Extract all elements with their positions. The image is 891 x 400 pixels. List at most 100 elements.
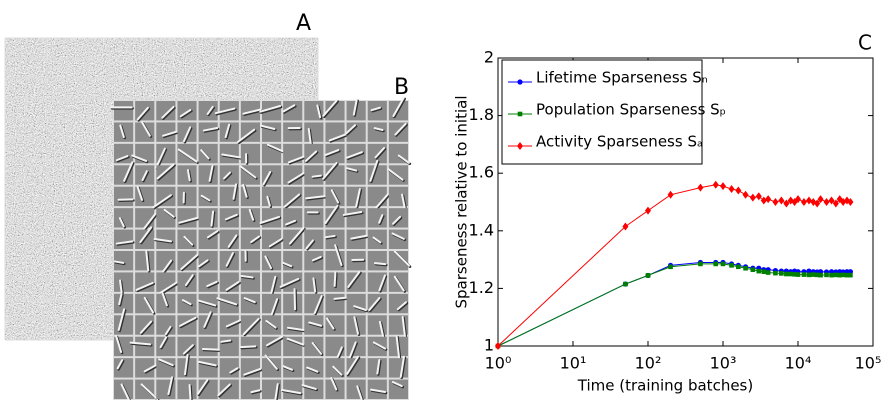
- data-point: [517, 79, 522, 84]
- panel-label: B: [394, 75, 409, 100]
- data-point: [802, 272, 807, 277]
- x-tick-label: 10¹: [560, 354, 587, 373]
- filter-cell: [368, 337, 387, 356]
- panel-b: [111, 98, 410, 400]
- data-point: [743, 266, 748, 271]
- data-point: [773, 271, 778, 276]
- data-point: [713, 181, 719, 189]
- data-point: [829, 273, 834, 278]
- y-axis-label: Sparseness relative to initial: [453, 95, 471, 308]
- legend-label: Activity Sparseness Sₐ: [536, 133, 703, 151]
- data-point: [772, 198, 778, 206]
- filter-cell: [199, 208, 218, 227]
- filter-cell: [241, 144, 260, 163]
- filter-cell: [135, 380, 154, 399]
- data-point: [756, 192, 762, 200]
- filter-edge: [313, 176, 321, 177]
- filter-cell: [114, 230, 133, 249]
- legend-label: Population Sparseness Sₚ: [536, 101, 726, 119]
- filter-cell: [199, 144, 218, 163]
- page: A B C11.21.41.61.8210⁰10¹10²10³10⁴10⁵Tim…: [0, 0, 891, 400]
- y-tick-label: 1.4: [469, 220, 494, 239]
- filter-cell: [241, 380, 260, 399]
- data-point: [495, 342, 501, 350]
- filter-cell: [283, 315, 302, 334]
- data-point: [807, 273, 812, 278]
- filter-cell: [177, 165, 196, 184]
- panel-label: C: [858, 31, 872, 55]
- data-point: [751, 267, 756, 272]
- data-point: [736, 265, 741, 270]
- filter-cell: [283, 380, 302, 399]
- data-point: [645, 207, 651, 215]
- figure: A B C11.21.41.61.8210⁰10¹10²10³10⁴10⁵Tim…: [0, 0, 891, 400]
- data-point: [750, 194, 756, 202]
- filter-cell: [199, 337, 218, 356]
- data-point: [784, 272, 789, 277]
- filter-edge: [190, 385, 191, 399]
- data-point: [848, 273, 853, 278]
- filter-cell: [347, 380, 366, 399]
- data-point: [729, 185, 735, 193]
- filter-cell: [368, 208, 387, 227]
- filter-cell: [199, 358, 218, 377]
- filter-cell: [177, 187, 196, 206]
- y-tick-label: 1.6: [469, 163, 494, 182]
- y-tick-label: 1: [484, 336, 494, 355]
- data-point: [668, 265, 673, 270]
- data-point: [796, 272, 801, 277]
- filter-cell: [304, 208, 323, 227]
- filter-cell: [114, 251, 133, 270]
- data-point: [801, 198, 807, 206]
- data-point: [743, 191, 749, 199]
- data-point: [806, 197, 812, 205]
- filter-edge: [221, 341, 230, 342]
- data-point: [518, 112, 523, 117]
- x-tick-label: 10⁴: [785, 354, 812, 373]
- y-tick-label: 1.8: [469, 105, 494, 124]
- filter-cell: [114, 272, 133, 291]
- data-point: [756, 269, 761, 274]
- filter-cell: [325, 294, 344, 313]
- filter-cell: [368, 251, 387, 270]
- filter-cell: [156, 315, 175, 334]
- filter-cell: [262, 122, 281, 141]
- filter-cell: [177, 101, 196, 120]
- filter-cell: [304, 122, 323, 141]
- filter-cell: [199, 165, 218, 184]
- filter-cell: [389, 165, 408, 184]
- data-point: [623, 282, 628, 287]
- data-point: [779, 271, 784, 276]
- filter-edge: [375, 263, 385, 264]
- filter-edge: [326, 236, 335, 237]
- data-point: [729, 263, 734, 268]
- y-tick-label: 1.2: [469, 278, 494, 297]
- x-tick-label: 10⁰: [485, 354, 512, 373]
- panel-label: A: [296, 11, 311, 36]
- filter-cell: [283, 122, 302, 141]
- chart: C11.21.41.61.8210⁰10¹10²10³10⁴10⁵Time (t…: [453, 31, 882, 395]
- data-point: [762, 269, 767, 274]
- data-point: [646, 273, 651, 278]
- filter-cell: [262, 294, 281, 313]
- data-point: [668, 191, 674, 199]
- data-point: [721, 262, 726, 267]
- filter-cell: [347, 208, 366, 227]
- filter-edge: [335, 273, 336, 286]
- filter-cell: [220, 358, 239, 377]
- filter-edge: [203, 349, 223, 350]
- data-point: [622, 222, 628, 230]
- filter-cell: [368, 187, 387, 206]
- filter-cell: [135, 251, 154, 270]
- filter-cell: [114, 187, 133, 206]
- data-point: [720, 182, 726, 190]
- filter-cell: [283, 294, 302, 313]
- legend-label: Lifetime Sparseness Sₙ: [536, 69, 708, 87]
- filter-cell: [262, 187, 281, 206]
- data-point: [698, 262, 703, 267]
- y-tick-label: 2: [484, 48, 494, 67]
- x-tick-label: 10²: [635, 354, 662, 373]
- filter-cell: [199, 101, 218, 120]
- filter-cell: [114, 101, 133, 120]
- x-axis-label: Time (training batches): [577, 377, 753, 395]
